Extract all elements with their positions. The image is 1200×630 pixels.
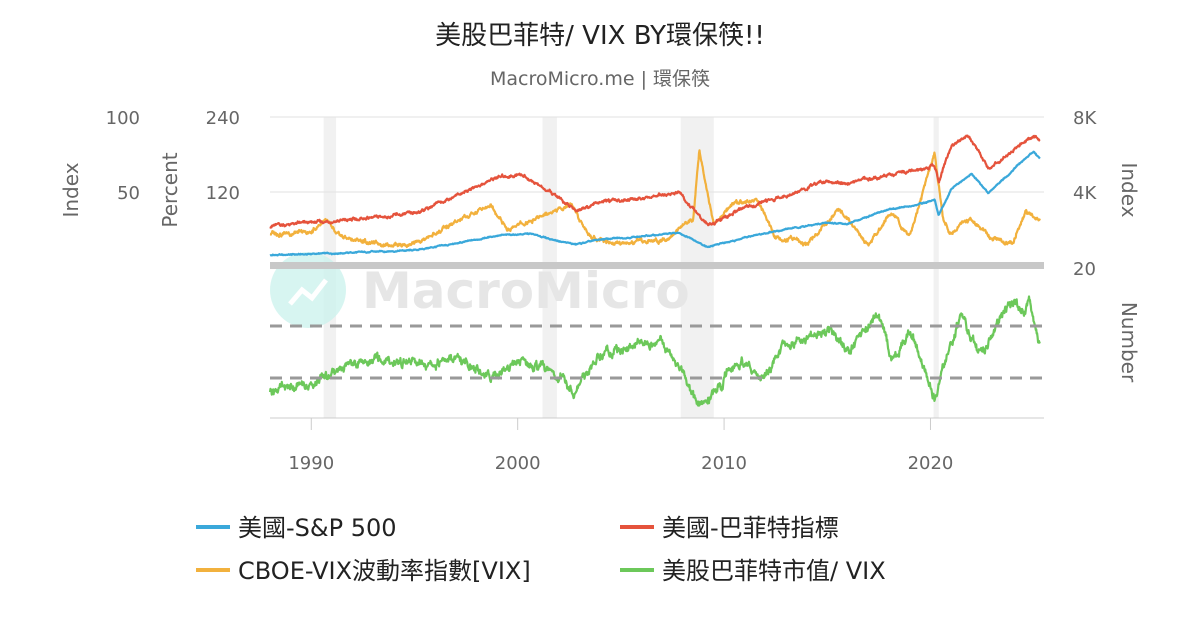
legend-label: 美國-巴菲特指標 (662, 514, 839, 542)
right-top-tick: 4K (1073, 183, 1097, 204)
series-layer (268, 134, 1041, 407)
reference-lines (270, 324, 1044, 380)
right-top-tick: 8K (1073, 108, 1097, 129)
legend-label: 美國-S&P 500 (238, 514, 397, 542)
right-top-axis-title: Index (1117, 162, 1141, 217)
right-vix-tick: 20 (1073, 259, 1096, 280)
x-tick-label: 1990 (288, 453, 334, 474)
left-outer-axis-title: Index (59, 162, 83, 217)
series-line (269, 149, 1041, 249)
x-tick-label: 2020 (908, 453, 954, 474)
left-outer-tick: 50 (117, 183, 140, 204)
x-tick-label: 2000 (495, 453, 541, 474)
legend-item: CBOE-VIX波動率指數[VIX] (196, 557, 531, 585)
left-outer-tick: 100 (106, 108, 140, 129)
watermark-logo-icon (270, 252, 346, 328)
watermark-logo-mark (288, 278, 328, 306)
left-inner-tick: 240 (206, 108, 240, 129)
series-line (269, 150, 1041, 257)
series-line (269, 134, 1041, 229)
left-inner-tick: 120 (206, 183, 240, 204)
right-bottom-axis-title: Number (1117, 302, 1141, 383)
watermark-text: MacroMicro (362, 262, 690, 320)
legend-item: 美股巴菲特市值/ VIX (620, 557, 886, 585)
x-axis: 1990 2000 2010 2020 (288, 418, 953, 474)
chart-subtitle: MacroMicro.me | 環保筷 (490, 68, 710, 90)
left-inner-axis-title: Percent (158, 152, 182, 227)
legend-label: CBOE-VIX波動率指數[VIX] (238, 557, 531, 585)
panel-divider (270, 262, 1044, 269)
gridlines (270, 116, 1044, 193)
legend: 美國-S&P 500 美國-巴菲特指標 CBOE-VIX波動率指數[VIX] 美… (196, 514, 886, 585)
legend-item: 美國-巴菲特指標 (620, 514, 839, 542)
watermark: MacroMicro (270, 252, 690, 328)
x-tick-label: 2010 (701, 453, 747, 474)
series-line (268, 295, 1041, 407)
chart-title: 美股巴菲特/ VIX BY環保筷!! (435, 21, 765, 51)
legend-item: 美國-S&P 500 (196, 514, 397, 542)
legend-label: 美股巴菲特市值/ VIX (662, 557, 886, 585)
